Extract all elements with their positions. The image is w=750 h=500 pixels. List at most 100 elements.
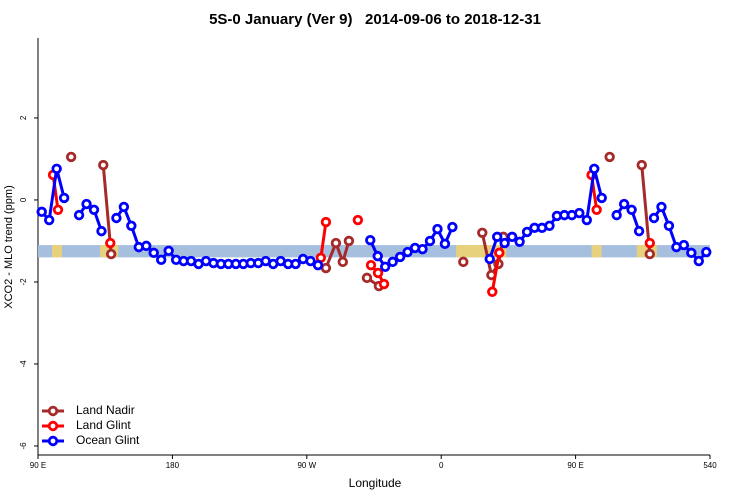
point	[417, 243, 428, 255]
point	[487, 286, 498, 298]
legend-label: Land Glint	[76, 418, 131, 432]
point	[148, 247, 159, 259]
point	[155, 254, 167, 266]
point	[330, 237, 342, 249]
point	[648, 212, 660, 224]
x-tick-label: 0	[439, 461, 444, 470]
point	[701, 246, 712, 258]
x-tick-label: 90 W	[297, 461, 316, 470]
point	[618, 198, 630, 210]
series-line	[53, 175, 650, 292]
point	[636, 159, 647, 171]
point	[52, 204, 64, 216]
point	[492, 231, 503, 243]
x-axis-label: Longitude	[349, 476, 402, 490]
point	[626, 204, 637, 216]
point	[361, 272, 373, 284]
point	[380, 261, 391, 272]
point	[644, 248, 656, 260]
point	[424, 235, 436, 247]
point	[44, 214, 55, 226]
chart-title: 5S-0 January (Ver 9) 2014-09-06 to 2018-…	[209, 11, 541, 28]
land-band	[591, 245, 602, 258]
point	[506, 231, 518, 243]
point	[320, 216, 332, 228]
legend-label: Ocean Glint	[76, 433, 140, 447]
point	[387, 256, 398, 268]
point	[126, 220, 137, 231]
point	[118, 201, 130, 213]
point	[111, 212, 122, 224]
series-line	[101, 164, 652, 288]
point	[402, 246, 413, 258]
point	[163, 245, 174, 257]
point	[105, 237, 116, 249]
point	[365, 234, 376, 246]
point	[141, 240, 152, 252]
point	[65, 151, 77, 163]
point	[686, 247, 697, 259]
point	[290, 258, 301, 270]
point	[51, 163, 62, 174]
point	[514, 236, 525, 247]
point	[591, 204, 602, 216]
point	[521, 226, 533, 238]
x-tick-label: 180	[166, 461, 180, 470]
point	[58, 192, 70, 204]
point	[439, 238, 451, 250]
point	[644, 237, 656, 249]
point	[589, 163, 600, 174]
point	[477, 227, 488, 238]
point	[88, 204, 100, 216]
y-tick-label: -4	[19, 360, 28, 368]
point	[693, 255, 704, 267]
point	[432, 223, 443, 235]
point	[484, 253, 495, 265]
point	[611, 209, 622, 221]
legend-marker	[47, 435, 59, 447]
point	[493, 258, 504, 270]
point	[73, 209, 85, 221]
point	[596, 192, 607, 204]
point	[574, 207, 585, 219]
point	[337, 256, 348, 268]
point	[544, 220, 555, 231]
point	[447, 221, 458, 233]
point	[633, 225, 645, 237]
point	[458, 256, 469, 268]
point	[81, 198, 92, 210]
point	[343, 235, 355, 247]
x-tick-label: 90 E	[567, 461, 583, 470]
legend-marker	[47, 420, 59, 432]
point	[372, 267, 384, 279]
point	[365, 259, 377, 271]
land-band	[52, 245, 63, 258]
point	[312, 259, 324, 271]
point	[98, 159, 109, 171]
point	[663, 220, 675, 231]
point	[96, 225, 107, 237]
point	[394, 251, 406, 263]
legend-label: Land Nadir	[76, 403, 135, 417]
y-axis-label: XCO2 - MLO trend (ppm)	[3, 185, 15, 308]
point	[494, 247, 505, 259]
point	[378, 278, 390, 290]
point	[105, 248, 117, 260]
point	[486, 269, 497, 281]
y-tick-label: 0	[19, 197, 28, 202]
y-tick-label: 2	[19, 115, 28, 120]
legend-marker	[47, 405, 59, 417]
x-tick-label: 90 E	[30, 461, 46, 470]
point	[352, 214, 364, 226]
point	[604, 151, 615, 163]
point	[36, 206, 47, 218]
point	[678, 239, 690, 251]
point	[305, 255, 316, 267]
y-tick-label: -2	[19, 278, 28, 286]
point	[499, 237, 510, 249]
x-tick-label: 540	[703, 461, 717, 470]
y-tick-label: -6	[19, 442, 28, 450]
point	[320, 262, 332, 274]
point	[656, 201, 667, 213]
